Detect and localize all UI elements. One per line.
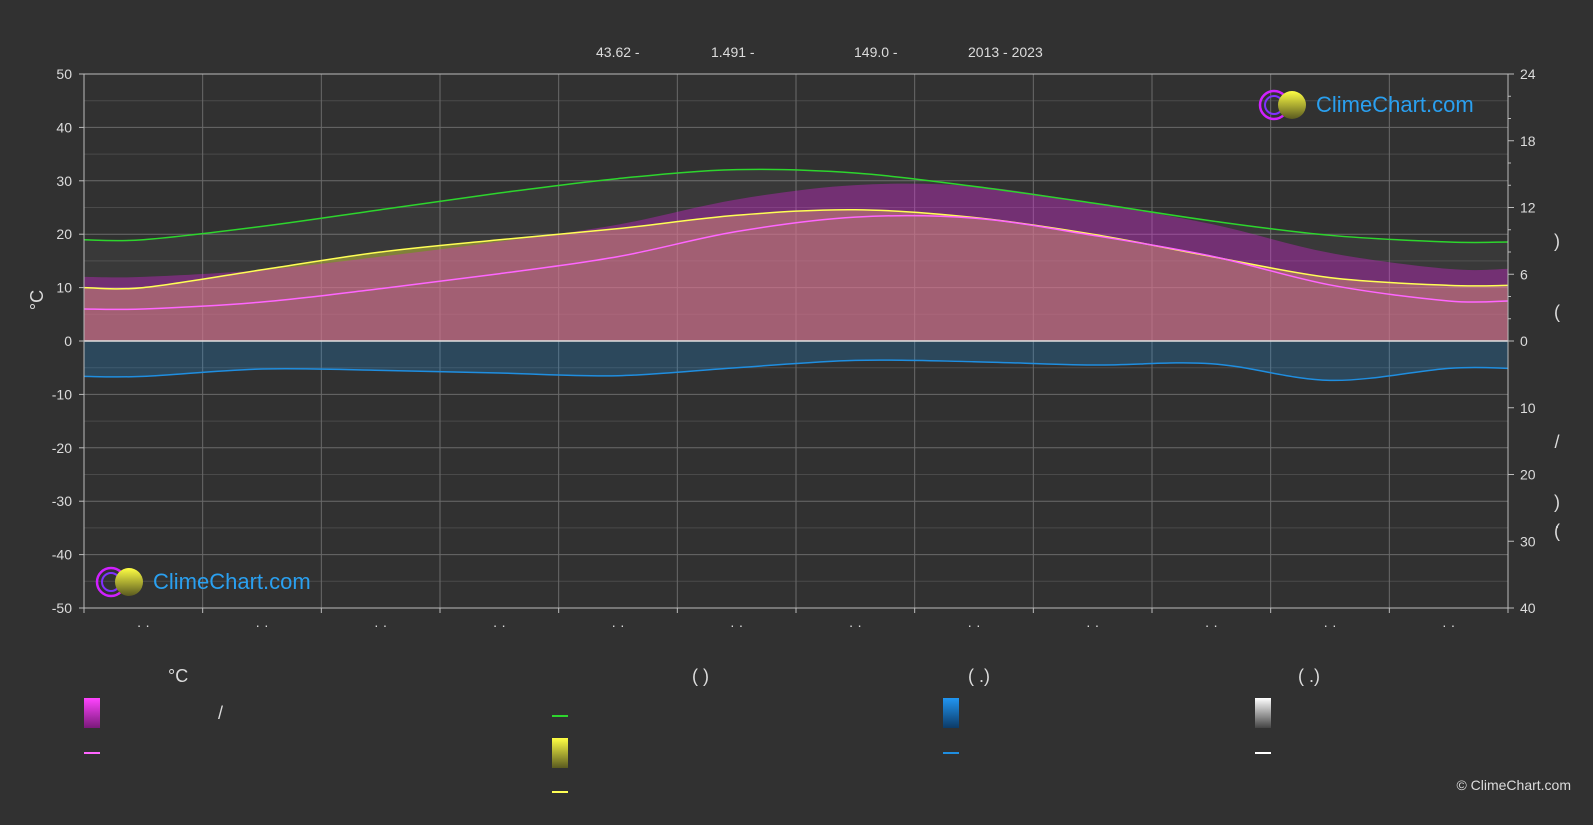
legend-temp-mean-line (84, 752, 100, 754)
x-tick-label: · · (730, 617, 743, 633)
y-left-tick-label: 20 (56, 226, 72, 242)
y-left-tick-label: -40 (52, 547, 72, 563)
y-left-tick-label: 30 (56, 173, 72, 189)
x-tick-label: · · (493, 617, 506, 633)
header-latitude: 43.62 - (596, 44, 640, 60)
rain-area (84, 341, 1508, 381)
y-left-tick-label: -20 (52, 440, 72, 456)
y-right-tick-label: 18 (1520, 133, 1536, 149)
svg-text:): ) (1554, 492, 1560, 512)
temp-range-area (84, 183, 1508, 341)
legend-temp-slash: / (218, 703, 224, 723)
header-elevation: 149.0 - (854, 44, 898, 60)
data-lines (84, 168, 1508, 382)
svg-text:): ) (1554, 231, 1560, 251)
logo-globe-icon (95, 566, 143, 598)
y-left-tick-label: 50 (56, 66, 72, 82)
rain-mean-line (84, 359, 1508, 382)
svg-text:/: / (1554, 432, 1559, 452)
x-tick-label: · · (374, 617, 387, 633)
x-tick-label: · · (137, 617, 150, 633)
y-right-tick-label: 0 (1520, 333, 1528, 349)
y-right-tick-label: 30 (1520, 533, 1536, 549)
x-tick-label: · · (849, 617, 862, 633)
y-left-tick-label: 40 (56, 119, 72, 135)
y-left-tick-label: 0 (64, 333, 72, 349)
daylight-line (84, 168, 1508, 244)
y-right-tick-label: 12 (1520, 200, 1536, 216)
legend-rain-swatch (943, 698, 959, 728)
y-right-axis-title: ) ( / ) · ( (1554, 231, 1560, 541)
sunshine-line (84, 208, 1508, 290)
logo-top-text: ClimeChart.com (1316, 92, 1474, 117)
copyright: © ClimeChart.com (1456, 777, 1571, 793)
sunshine-area (84, 209, 1508, 341)
y-left-unit: °C (27, 290, 47, 310)
logo-bottom: ClimeChart.com (95, 565, 311, 599)
y-right-tick-label: 24 (1520, 66, 1536, 82)
y-left-tick-label: 10 (56, 280, 72, 296)
legend-temperature-header: °C (168, 666, 189, 686)
legend-temp-range-swatch (84, 698, 100, 728)
x-tick-label: · · (967, 617, 980, 633)
y-left-tick-label: -50 (52, 600, 72, 616)
y-right-tick-label: 10 (1520, 400, 1536, 416)
y-left-tick-label: -10 (52, 386, 72, 402)
legend-daylight-line (552, 715, 568, 717)
logo-bottom-text: ClimeChart.com (153, 569, 311, 594)
x-tick-label: · · (255, 617, 268, 633)
y-right-tick-label: 40 (1520, 600, 1536, 616)
legend-sunshine-swatch (552, 738, 568, 768)
legend-sunshine-line (552, 791, 568, 793)
axes: 50 40 30 20 10 0 -10 -20 -30 -40 -50 24 18 12 6 0 10 20 30… (52, 66, 1536, 633)
legend-sun-header: ( ) (692, 666, 709, 686)
header-longitude: 1.491 - (711, 44, 755, 60)
legend-rain-line (943, 752, 959, 754)
y-right-tick-label: 20 (1520, 467, 1536, 483)
legend-snow-line (1255, 752, 1271, 754)
legend-rain-header: ( .) (968, 666, 990, 686)
legend-snow-swatch (1255, 698, 1271, 728)
x-tick-label: · · (1086, 617, 1099, 633)
svg-text:·: · (1554, 516, 1560, 536)
svg-text:(: ( (1554, 302, 1560, 322)
x-tick-label: · · (1323, 617, 1336, 633)
x-tick-label: · · (1205, 617, 1218, 633)
x-tick-label: · · (611, 617, 624, 633)
svg-text:(: ( (1554, 521, 1560, 541)
x-tick-label: · · (1442, 617, 1455, 633)
y-left-tick-label: -30 (52, 493, 72, 509)
logo-top: ClimeChart.com (1258, 88, 1474, 122)
legend-snow-header: ( .) (1298, 666, 1320, 686)
temp-mean-line (84, 214, 1508, 311)
logo-globe-icon (1258, 89, 1306, 121)
header-years: 2013 - 2023 (968, 44, 1043, 60)
data-fills (84, 169, 1508, 381)
y-right-tick-label: 6 (1520, 266, 1528, 282)
